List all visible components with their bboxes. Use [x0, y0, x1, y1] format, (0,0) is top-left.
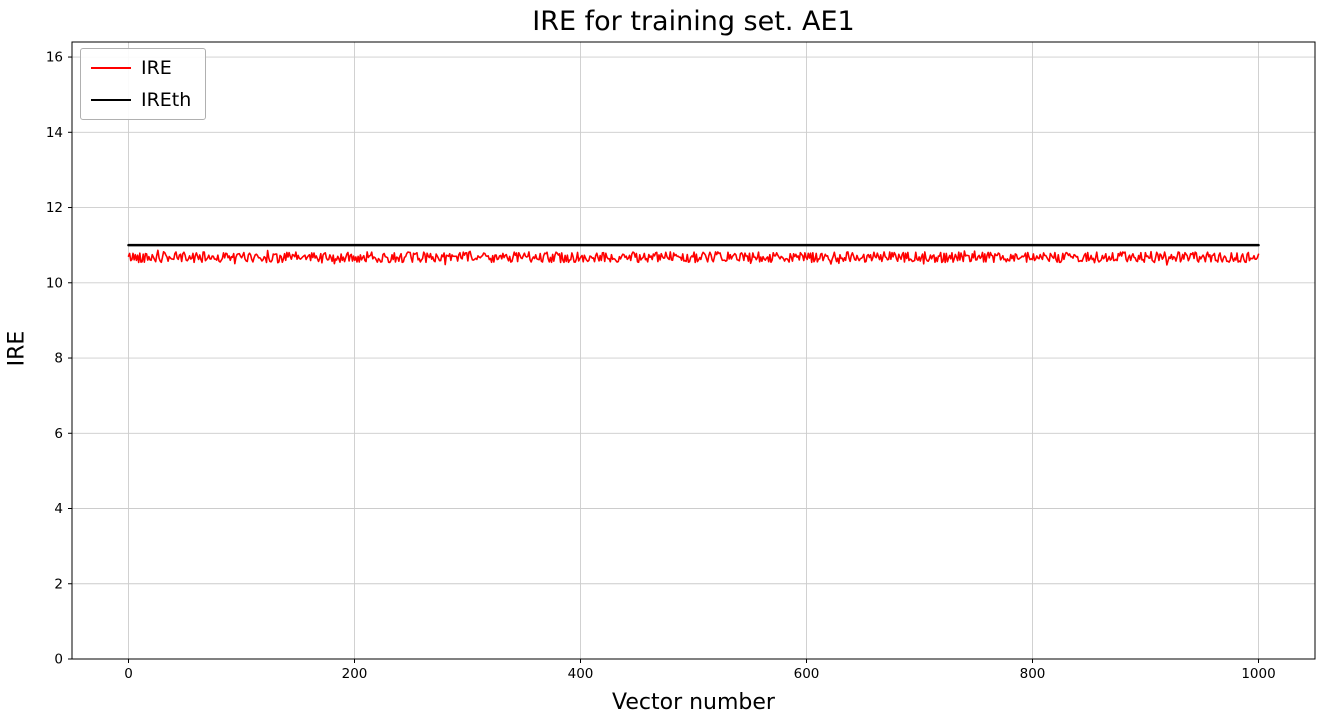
series-line-ire	[127, 249, 1260, 266]
legend: IRE IREth	[80, 48, 207, 120]
y-tick-label: 10	[46, 275, 63, 291]
x-tick-label: 400	[568, 666, 594, 682]
x-tick-label: 800	[1020, 666, 1046, 682]
legend-item-ireth: IREth	[91, 89, 191, 111]
y-tick-label: 6	[54, 426, 63, 442]
y-tick-label: 16	[46, 50, 63, 66]
legend-label-ire: IRE	[141, 57, 172, 79]
legend-line-ire	[91, 67, 131, 69]
legend-line-ireth	[91, 99, 131, 101]
y-tick-label: 0	[54, 652, 63, 668]
y-tick-label: 2	[54, 576, 63, 592]
y-tick-label: 4	[54, 501, 63, 517]
legend-item-ire: IRE	[91, 57, 191, 79]
x-axis-title: Vector number	[612, 690, 775, 715]
y-tick-label: 14	[46, 125, 63, 141]
chart-title: IRE for training set. AE1	[532, 6, 855, 37]
x-tick-label: 200	[342, 666, 368, 682]
axes-border	[71, 41, 1316, 660]
y-tick-label: 12	[46, 200, 63, 216]
y-tick-label: 8	[54, 351, 63, 367]
legend-label-ireth: IREth	[141, 89, 192, 111]
x-tick-label: 1000	[1241, 666, 1275, 682]
x-tick-label: 0	[124, 666, 133, 682]
x-tick-label: 600	[794, 666, 820, 682]
